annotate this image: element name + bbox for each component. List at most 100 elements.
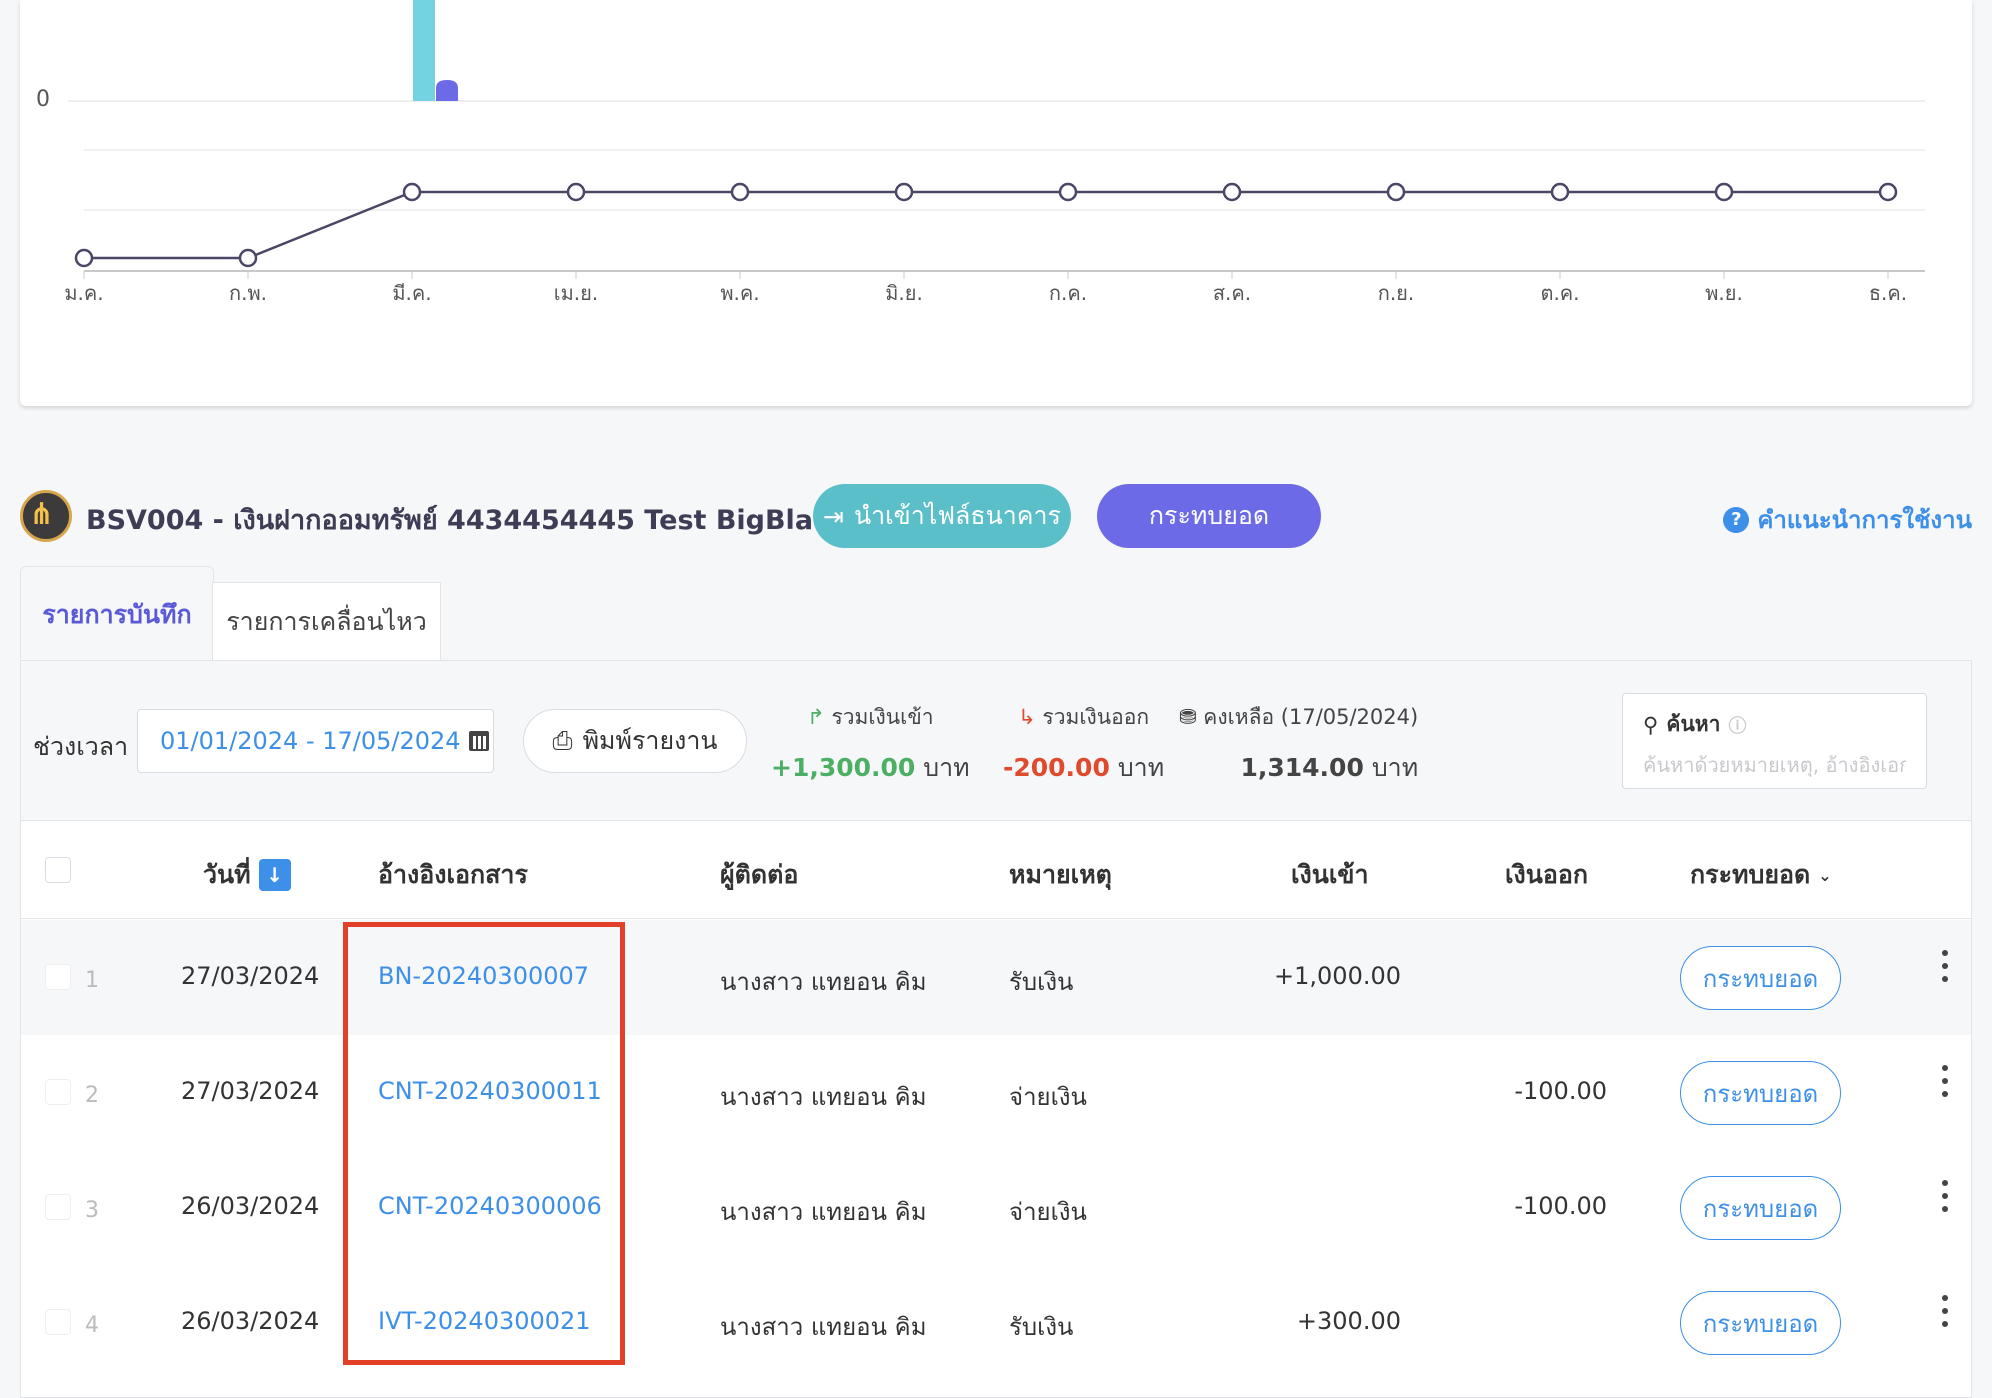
month-label: ธ.ค.	[1869, 281, 1907, 305]
filter-bar: ช่วงเวลา 01/01/2024 - 17/05/2024 ⎙ พิมพ์…	[21, 661, 1971, 821]
row-date: 26/03/2024	[181, 1307, 320, 1335]
line-point-10	[1714, 182, 1734, 202]
month-label: เม.ย.	[554, 281, 598, 305]
header-date[interactable]: วันที่ ↓	[203, 855, 291, 895]
tab-records[interactable]: รายการบันทึก	[20, 566, 214, 662]
month-label: ก.ค.	[1049, 281, 1087, 305]
line-point-6	[1058, 182, 1078, 202]
account-header: ⋔ BSV004 - เงินฝากออมทรัพย์ 4434454445 T…	[20, 484, 1972, 548]
line-point-5	[894, 182, 914, 202]
row-contact: นางสาว แทยอน คิม	[720, 1083, 927, 1111]
calendar-icon	[468, 731, 489, 751]
select-all-checkbox[interactable]	[45, 857, 71, 883]
row-checkbox[interactable]	[45, 964, 71, 990]
row-reconcile-button[interactable]: กระทบยอด	[1680, 1176, 1841, 1240]
bank-logo: ⋔	[20, 490, 72, 542]
line-point-1	[238, 248, 258, 268]
help-link[interactable]: ? คำแนะนำการใช้งาน	[1723, 500, 1972, 539]
balance-line	[84, 190, 1888, 260]
header-reconcile[interactable]: กระทบยอด ⌄	[1690, 860, 1832, 889]
bar-in-mar	[413, 0, 435, 101]
row-number: 4	[85, 1313, 99, 1338]
chevron-down-icon: ⌄	[1818, 865, 1832, 885]
header-in: เงินเข้า	[1291, 860, 1369, 889]
month-label: ส.ค.	[1213, 281, 1251, 305]
row-checkbox[interactable]	[45, 1079, 71, 1105]
more-options-icon[interactable]	[1935, 1176, 1955, 1216]
line-point-3	[566, 182, 586, 202]
row-ref-link[interactable]: IVT-20240300021	[378, 1307, 591, 1335]
arrow-out-icon: ↳	[1018, 705, 1036, 729]
account-title: BSV004 - เงินฝากออมทรัพย์ 4434454445 Tes…	[86, 505, 847, 536]
row-in: +1,000.00	[1274, 962, 1401, 990]
line-point-8	[1386, 182, 1406, 202]
table-row: 3 26/03/2024 CNT-20240300006 นางสาว แทยอ…	[21, 1150, 1971, 1265]
line-point-2	[402, 182, 422, 202]
monthly-chart: 0 ม.ค. ก.พ. มี.ค. เม.ย. พ.ค. มิ.ย. ก.ค. ส.ค. ก.ย…	[36, 0, 1925, 305]
table-header: วันที่ ↓ อ้างอิงเอกสาร ผู้ติดต่อ หมายเหต…	[21, 821, 1971, 919]
search-input[interactable]	[1643, 753, 1906, 777]
chart-card: 0 ม.ค. ก.พ. มี.ค. เม.ย. พ.ค. มิ.ย. ก.ค. ส.ค. ก.ย…	[20, 0, 1972, 406]
highlight-box	[343, 922, 625, 1365]
arrow-in-icon: ↱	[807, 705, 825, 729]
row-note: รับเงิน	[1009, 1313, 1074, 1341]
sort-down-icon[interactable]: ↓	[258, 859, 291, 891]
row-ref-link[interactable]: BN-20240300007	[378, 962, 590, 990]
row-checkbox[interactable]	[45, 1194, 71, 1220]
row-reconcile-button[interactable]: กระทบยอด	[1680, 1291, 1841, 1355]
y-zero-label: 0	[36, 87, 50, 112]
row-contact: นางสาว แทยอน คิม	[720, 968, 927, 996]
header-contact: ผู้ติดต่อ	[720, 860, 799, 889]
more-options-icon[interactable]	[1935, 946, 1955, 986]
records-panel: ช่วงเวลา 01/01/2024 - 17/05/2024 ⎙ พิมพ์…	[20, 660, 1972, 1398]
line-point-7	[1222, 182, 1242, 202]
row-number: 3	[85, 1198, 99, 1223]
month-label: มี.ค.	[392, 281, 431, 305]
line-point-0	[74, 248, 94, 268]
table-row: 4 26/03/2024 IVT-20240300021 นางสาว แทยอ…	[21, 1265, 1971, 1380]
month-label: มิ.ย.	[885, 281, 923, 305]
row-checkbox[interactable]	[45, 1309, 71, 1335]
search-label: ค้นหา	[1666, 712, 1721, 736]
line-point-11	[1878, 182, 1898, 202]
line-point-9	[1550, 182, 1570, 202]
header-out: เงินออก	[1505, 860, 1589, 889]
row-ref-link[interactable]: CNT-20240300011	[378, 1077, 602, 1105]
month-label: พ.ย.	[1705, 281, 1743, 305]
header-note: หมายเหตุ	[1009, 860, 1112, 889]
row-note: จ่ายเงิน	[1009, 1083, 1087, 1111]
more-options-icon[interactable]	[1935, 1291, 1955, 1331]
table-row: 1 27/03/2024 BN-20240300007 นางสาว แทยอน…	[21, 920, 1971, 1035]
help-circle-icon[interactable]: ⓘ	[1728, 715, 1747, 737]
question-icon: ?	[1723, 506, 1750, 533]
date-range-picker[interactable]: 01/01/2024 - 17/05/2024	[137, 709, 494, 773]
coins-icon: ⛃	[1179, 705, 1197, 729]
row-contact: นางสาว แทยอน คิม	[720, 1198, 927, 1226]
header-ref: อ้างอิงเอกสาร	[378, 860, 528, 889]
row-out: -100.00	[1514, 1192, 1607, 1220]
reconcile-button[interactable]: กระทบยอด	[1097, 484, 1321, 548]
row-number: 2	[85, 1083, 99, 1108]
month-label: พ.ค.	[720, 281, 759, 305]
import-bank-file-button[interactable]: ⇥ นำเข้าไฟล์ธนาคาร	[813, 484, 1071, 548]
row-in: +300.00	[1296, 1307, 1401, 1335]
row-contact: นางสาว แทยอน คิม	[720, 1313, 927, 1341]
row-note: รับเงิน	[1009, 968, 1074, 996]
total-in: ↱ รวมเงินเข้า +1,300.00 บาท	[771, 705, 970, 782]
printer-icon: ⎙	[552, 726, 573, 755]
tab-movements[interactable]: รายการเคลื่อนไหว	[212, 582, 441, 662]
table-row: 2 27/03/2024 CNT-20240300011 นางสาว แทยอ…	[21, 1035, 1971, 1150]
line-point-4	[730, 182, 750, 202]
search-box: ⚲ ค้นหา ⓘ	[1622, 693, 1927, 789]
row-ref-link[interactable]: CNT-20240300006	[378, 1192, 602, 1220]
row-reconcile-button[interactable]: กระทบยอด	[1680, 946, 1841, 1010]
row-reconcile-button[interactable]: กระทบยอด	[1680, 1061, 1841, 1125]
month-label: ก.พ.	[229, 281, 267, 305]
period-label: ช่วงเวลา	[33, 732, 129, 761]
print-report-button[interactable]: ⎙ พิมพ์รายงาน	[523, 709, 747, 773]
month-label: ม.ค.	[64, 281, 103, 305]
row-date: 26/03/2024	[181, 1192, 320, 1220]
more-options-icon[interactable]	[1935, 1061, 1955, 1101]
file-import-icon: ⇥	[823, 501, 844, 531]
row-date: 27/03/2024	[181, 962, 320, 990]
